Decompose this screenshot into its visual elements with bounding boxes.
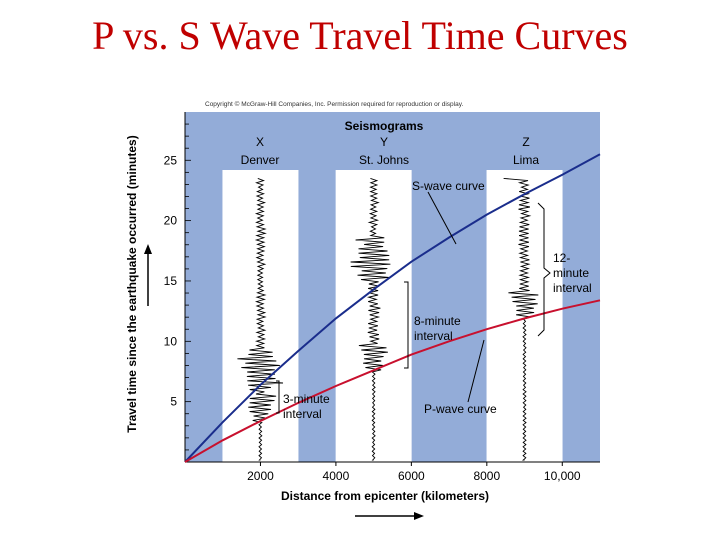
interval-3-bracket [276,380,280,414]
station-name-y: St. Johns [359,153,409,167]
x-tick-label: 2000 [247,469,274,483]
slide-title: P vs. S Wave Travel Time Curves [92,13,628,58]
interval-3-label-line2: interval [283,407,322,421]
station-letter-z: Z [522,135,529,149]
x-axis-arrow-head [414,512,424,520]
interval-8-label-line2: interval [414,329,453,343]
station-letter-x: X [256,135,264,149]
y-axis-label: Travel time since the earthquake occurre… [125,135,139,432]
s-curve-leader [427,191,457,245]
s-wave-curve-line [184,153,601,463]
x-tick-label: 6000 [398,469,425,483]
station-name-z: Lima [513,153,539,167]
seismogram-trace-z [503,177,539,461]
s-curve-label: S-wave curve [412,179,485,193]
x-axis-label: Distance from epicenter (kilometers) [281,489,489,503]
interval-8-label-line1: 8-minute [414,314,461,328]
y-tick-label: 5 [170,395,177,409]
interval-12-label-line1: 12- [553,251,570,265]
seismogram-traces [237,177,539,461]
p-curve-leader [467,339,485,403]
interval-12-bracket [537,202,551,337]
seismogram-trace-y [350,177,391,461]
station-letter-y: Y [380,135,388,149]
x-tick-label: 10,000 [544,469,581,483]
p-curve-label: P-wave curve [424,402,497,416]
x-tick-label: 8000 [473,469,500,483]
y-tick-label: 15 [164,274,178,288]
y-tick-label: 25 [164,153,178,167]
x-axis-ticks: 2000 4000 6000 8000 10,000 [247,462,581,483]
interval-3-label-line1: 3-minute [283,392,330,406]
interval-12-label-line3: interval [553,281,592,295]
station-name-x: Denver [241,153,280,167]
y-axis-ticks: 5 10 15 20 25 [164,123,191,451]
seismogram-trace-x [237,177,284,461]
y-axis-arrow-head [144,244,152,254]
interval-8-bracket [404,281,409,369]
y-tick-label: 20 [164,214,178,228]
p-wave-curve-line [184,299,601,463]
y-tick-label: 10 [164,334,178,348]
copyright-notice: Copyright © McGraw-Hill Companies, Inc. … [205,100,463,108]
seismogram-strips [222,170,563,462]
panel-title: Seismograms [345,119,424,133]
interval-12-label-line2: minute [553,266,589,280]
x-tick-label: 4000 [323,469,350,483]
